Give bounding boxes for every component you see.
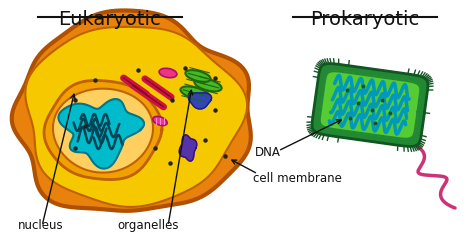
Ellipse shape xyxy=(159,68,177,78)
Polygon shape xyxy=(312,63,428,146)
Text: nucleus: nucleus xyxy=(18,219,64,232)
Text: Prokaryotic: Prokaryotic xyxy=(310,10,419,29)
Polygon shape xyxy=(44,80,162,180)
Text: Eukaryotic: Eukaryotic xyxy=(59,10,161,29)
Ellipse shape xyxy=(194,79,222,92)
Ellipse shape xyxy=(153,117,167,125)
Polygon shape xyxy=(53,89,153,173)
Ellipse shape xyxy=(181,86,210,100)
Text: cell membrane: cell membrane xyxy=(253,172,342,185)
Polygon shape xyxy=(179,135,197,161)
Text: DNA: DNA xyxy=(255,147,281,159)
Polygon shape xyxy=(320,71,420,139)
Polygon shape xyxy=(12,10,251,211)
Polygon shape xyxy=(189,93,211,109)
Ellipse shape xyxy=(185,70,210,82)
Polygon shape xyxy=(25,27,247,207)
Text: organelles: organelles xyxy=(117,219,179,232)
Polygon shape xyxy=(58,99,144,169)
